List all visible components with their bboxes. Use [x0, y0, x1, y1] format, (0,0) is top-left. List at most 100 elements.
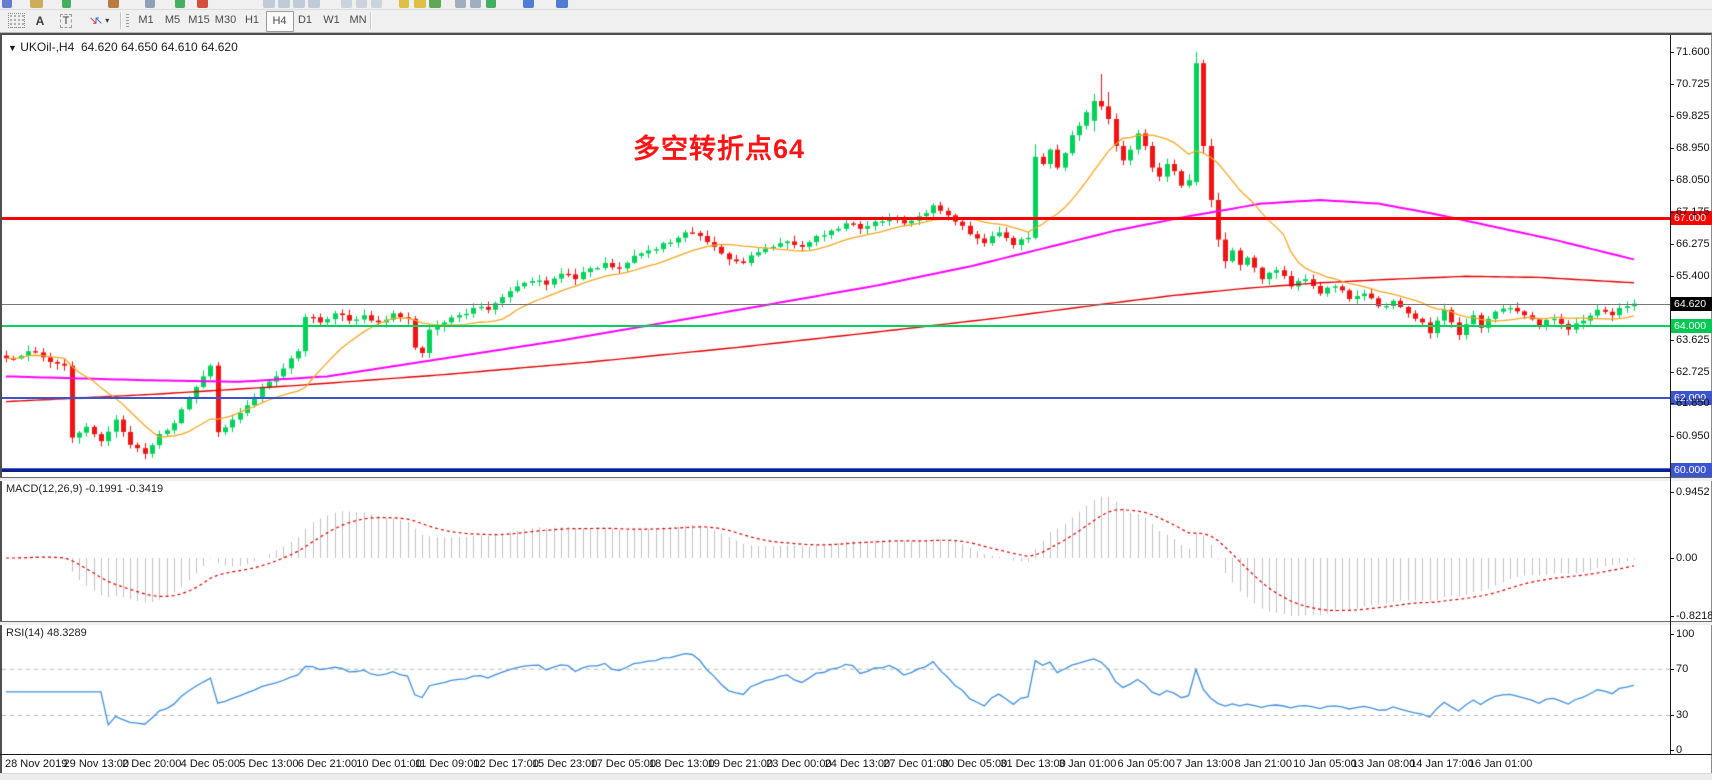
- pane-separator-main-macd[interactable]: [0, 477, 1712, 481]
- window-bottom-strip: [0, 773, 1712, 780]
- price-tick-label: 60.950: [1676, 429, 1710, 442]
- toolbar-icon-fragment[interactable]: [2, 0, 12, 8]
- time-tick-label: 7 Jan 13:00: [1176, 758, 1234, 770]
- axis-tick-mark: [1670, 634, 1674, 635]
- axis-tick-mark: [1670, 275, 1674, 277]
- rsi-tick-label: 0: [1676, 743, 1683, 756]
- time-tick-label: 28 Nov 2019: [5, 758, 68, 770]
- axis-tick-mark: [1670, 339, 1674, 341]
- timeframe-button-h1[interactable]: H1: [244, 14, 260, 26]
- price-level-badge-64.620: 64.620: [1671, 296, 1712, 311]
- toolbar-icon-fragment[interactable]: [399, 0, 409, 8]
- axis-tick-mark: [1670, 435, 1674, 437]
- price-tick-label: 66.275: [1676, 238, 1710, 251]
- pane-separator-macd-rsi[interactable]: [0, 621, 1712, 625]
- time-tick-label: 10 Jan 05:00: [1293, 758, 1357, 770]
- time-tick-label: 6 Jan 05:00: [1117, 758, 1175, 770]
- time-tick-label: 30 Dec 05:00: [941, 758, 1008, 770]
- price-level-badge-62.000: 62.000: [1671, 391, 1712, 405]
- price-level-line-62.000[interactable]: [2, 397, 1670, 399]
- timeframe-button-d1[interactable]: D1: [297, 14, 313, 26]
- text-label-tool-button[interactable]: T: [55, 11, 77, 30]
- toolbar-icon-fragment[interactable]: [455, 0, 466, 8]
- toolbar-icon-fragment[interactable]: [470, 0, 481, 8]
- axis-tick-mark: [1670, 668, 1674, 670]
- macd-tick-label: 0.9452: [1676, 485, 1710, 498]
- chart-dropdown-icon[interactable]: ▼: [8, 43, 17, 53]
- price-level-line-60.000[interactable]: [2, 468, 1670, 472]
- axis-tick-mark: [1670, 116, 1674, 118]
- toolbar-icon-fragment[interactable]: [308, 0, 320, 8]
- toolbar-icon-fragment[interactable]: [341, 0, 352, 8]
- price-tick-label: 67.175: [1676, 205, 1710, 218]
- price-tick-label: 61.850: [1676, 397, 1710, 410]
- timeframe-button-m1[interactable]: M1: [138, 14, 154, 26]
- price-level-badge-67.000: 67.000: [1671, 211, 1712, 225]
- toolbar-icon-fragment[interactable]: [145, 0, 155, 8]
- price-level-line-64.620[interactable]: [2, 303, 1670, 305]
- toolbar-icon-fragment[interactable]: [293, 0, 305, 8]
- timeframe-button-mn[interactable]: MN: [349, 14, 367, 26]
- axis-tick-mark: [1670, 211, 1674, 213]
- time-tick-label: 29 Nov 13:00: [63, 758, 129, 770]
- toolbar-icon-fragment[interactable]: [108, 0, 119, 8]
- rsi-indicator-canvas[interactable]: [2, 625, 1670, 754]
- price-level-line-64.000[interactable]: [2, 325, 1670, 327]
- arrow-down-right-icon: ↘: [88, 15, 98, 27]
- timeframe-button-m5[interactable]: M5: [164, 14, 181, 26]
- grid-cursor-tool-button[interactable]: [4, 11, 28, 30]
- price-tick-label: 63.625: [1676, 333, 1710, 346]
- toolbar-drag-handle[interactable]: [126, 14, 129, 27]
- timeframe-button-h4[interactable]: H4: [265, 11, 294, 32]
- timeframe-button-w1[interactable]: W1: [323, 14, 340, 26]
- axis-tick-mark: [1670, 371, 1674, 373]
- toolbar-icon-fragment[interactable]: [414, 0, 426, 8]
- toolbar-icon-fragment[interactable]: [197, 0, 208, 8]
- axis-tick-mark: [1670, 491, 1674, 493]
- chart-symbol-period: UKOil-,H4: [20, 40, 75, 54]
- price-chart-canvas[interactable]: [2, 35, 1670, 477]
- price-tick-label: 69.825: [1676, 110, 1710, 123]
- time-tick-label: 4 Dec 05:00: [180, 758, 240, 770]
- axis-tick-mark: [1670, 147, 1674, 149]
- time-tick-label: 12 Dec 17:00: [473, 758, 539, 770]
- toolbar-icon-fragment[interactable]: [523, 0, 534, 8]
- toolbar-icon-fragment[interactable]: [486, 0, 496, 8]
- timeframe-button-m15[interactable]: M15: [188, 14, 210, 26]
- time-tick-label: 13 Jan 08:00: [1351, 758, 1416, 770]
- price-level-line-67.000[interactable]: [2, 217, 1670, 220]
- time-tick-label: 11 Dec 09:00: [414, 758, 480, 770]
- price-tick-label: 71.600: [1676, 46, 1710, 59]
- toolbar-icon-fragment[interactable]: [30, 0, 43, 8]
- toolbar-icon-fragment[interactable]: [356, 0, 367, 8]
- toolbar-main-clipped[interactable]: [0, 0, 1712, 10]
- rsi-tick-label: 70: [1676, 662, 1689, 675]
- axis-tick-mark: [1670, 615, 1674, 617]
- chart-ohlc-quotes: 64.620 64.650 64.610 64.620: [80, 40, 238, 54]
- toolbar-icon-fragment[interactable]: [429, 0, 441, 8]
- timeframe-button-m30[interactable]: M30: [214, 14, 237, 26]
- time-tick-label: 5 Dec 13:00: [239, 758, 299, 770]
- text-tool-button[interactable]: A: [31, 11, 49, 30]
- toolbar-icon-fragment[interactable]: [62, 0, 71, 8]
- time-tick-label: 16 Jan 01:00: [1468, 758, 1533, 770]
- rsi-tick-label: 30: [1676, 708, 1689, 721]
- axis-tick-mark: [1670, 83, 1674, 85]
- macd-indicator-canvas[interactable]: [2, 481, 1670, 620]
- arrows-tool-button[interactable]: ↘ ↖ ▾: [82, 11, 116, 30]
- toolbar-icon-fragment[interactable]: [556, 0, 568, 8]
- price-tick-label: 62.725: [1676, 365, 1710, 378]
- rsi-tick-label: 100: [1676, 628, 1695, 640]
- macd-indicator-label: MACD(12,26,9) -0.1991 -0.3419: [6, 483, 164, 495]
- toolbar-icon-fragment[interactable]: [371, 0, 382, 8]
- axis-tick-mark: [1670, 403, 1674, 405]
- toolbar-icon-fragment[interactable]: [278, 0, 290, 8]
- price-tick-label: 68.050: [1676, 174, 1710, 187]
- toolbar-separator: [120, 12, 122, 29]
- toolbar-icon-fragment[interactable]: [263, 0, 275, 8]
- price-tick-label: 68.950: [1676, 141, 1710, 154]
- time-tick-label: 14 Jan 17:00: [1410, 758, 1474, 770]
- toolbar-icon-fragment[interactable]: [175, 0, 185, 8]
- axis-tick-mark: [1670, 244, 1674, 246]
- price-level-badge-64.000: 64.000: [1671, 319, 1712, 333]
